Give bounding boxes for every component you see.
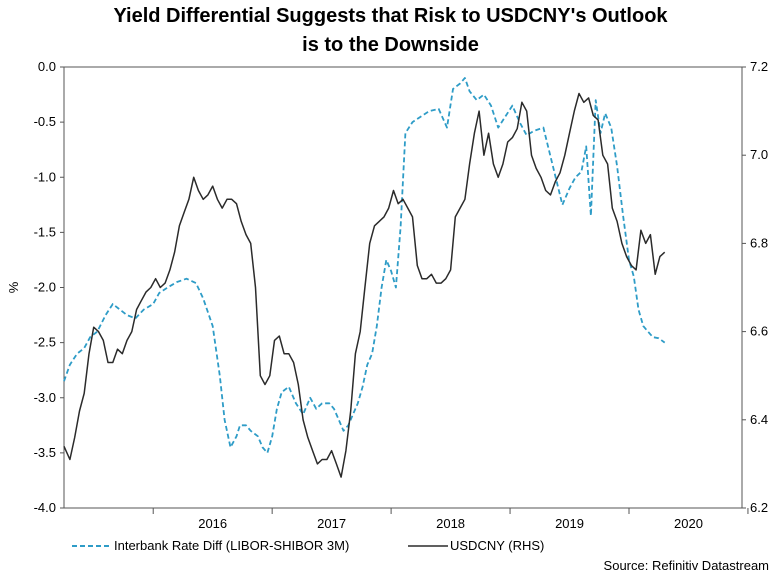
y-axis-label: %: [6, 281, 21, 293]
series-line-usdcny: [63, 92, 666, 478]
y2-tick-label: 7.0: [750, 147, 768, 162]
legend-item-interbank: Interbank Rate Diff (LIBOR-SHIBOR 3M): [72, 538, 349, 553]
legend-swatch-interbank: [72, 544, 112, 547]
x-tick-label: 2018: [436, 516, 465, 531]
y2-tick-label: 6.6: [750, 324, 768, 339]
x-tick-label: 2020: [674, 516, 703, 531]
x-tick-label: 2017: [317, 516, 346, 531]
chart-title-line-1: Yield Differential Suggests that Risk to…: [113, 5, 668, 27]
chart-title: Yield Differential Suggests that Risk to…: [0, 2, 781, 60]
axes: 0.0 -0.5 -1.0 -1.5 -2.0 -2.5 -3.0 -3.5 -4.0 7.2 7.…: [6, 59, 768, 531]
legend-label-usdcny: USDCNY (RHS): [450, 538, 545, 553]
source-note: Source: Refinitiv Datastream: [603, 558, 769, 573]
y2-tick-label: 7.2: [750, 59, 768, 74]
y-tick-label: -2.0: [34, 280, 56, 295]
legend-swatch-usdcny: [408, 544, 448, 547]
x-tick-label: 2019: [555, 516, 584, 531]
legend-label-interbank: Interbank Rate Diff (LIBOR-SHIBOR 3M): [114, 538, 350, 553]
y-tick-label: 0.0: [38, 59, 56, 74]
y2-tick-label: 6.2: [750, 500, 768, 515]
y2-tick-label: 6.4: [750, 412, 768, 427]
y-tick-label: -3.0: [34, 390, 56, 405]
y2-tick-label: 6.8: [750, 235, 768, 250]
y-tick-label: -2.5: [34, 335, 56, 350]
chart-title-line-2: is to the Downside: [302, 34, 479, 56]
y-tick-label: -1.5: [34, 224, 56, 239]
y-tick-label: -0.5: [34, 114, 56, 129]
series-line-interbank: [63, 77, 666, 454]
y-tick-label: -3.5: [34, 445, 56, 460]
plot-frame: [63, 66, 743, 509]
y-tick-label: -1.0: [34, 169, 56, 184]
legend-item-usdcny: USDCNY (RHS): [408, 538, 544, 553]
x-tick-label: 2016: [198, 516, 227, 531]
series-layer: [63, 77, 666, 478]
y-tick-label: -4.0: [34, 500, 56, 515]
